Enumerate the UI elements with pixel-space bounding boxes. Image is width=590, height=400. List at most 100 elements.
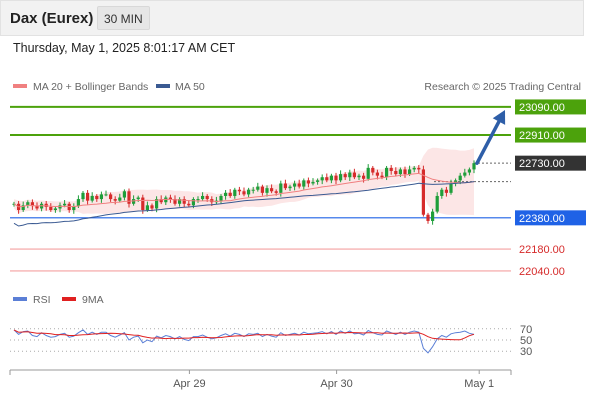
resistance-2-price-label: 23090.00 [519, 102, 565, 114]
forecast-arrow-head [492, 110, 506, 125]
resistance-2-price-tag [515, 99, 586, 115]
ma50-legend-swatch [156, 84, 170, 88]
candle [251, 189, 255, 191]
candle [311, 181, 315, 184]
x-axis-label-0: Apr 29 [173, 378, 205, 390]
candle [306, 180, 310, 184]
candle [435, 195, 439, 212]
candle [385, 167, 389, 178]
candle [389, 167, 393, 171]
candle [145, 205, 149, 211]
candle [168, 197, 172, 200]
candle [81, 192, 85, 200]
candle [132, 199, 136, 204]
candle [412, 167, 416, 170]
candle [431, 211, 435, 221]
candle [196, 199, 200, 201]
candle [260, 186, 264, 193]
ma50-legend-label: MA 50 [175, 81, 205, 93]
candle [348, 172, 352, 178]
candle [463, 172, 467, 176]
candle [283, 183, 287, 189]
candle [417, 167, 421, 170]
rsi-ma-line [13, 329, 475, 341]
candle [288, 186, 292, 189]
candle [178, 199, 182, 204]
rsi-tick-50: 50 [520, 335, 532, 347]
current-price-price-tag [515, 155, 586, 171]
candle [343, 174, 347, 178]
candle [472, 163, 476, 170]
ma20-line [13, 172, 475, 208]
candle [403, 169, 407, 175]
candle [237, 189, 241, 192]
rsi-legend-swatch [13, 297, 27, 301]
candle [30, 202, 34, 207]
candle [352, 172, 356, 178]
candle [408, 169, 412, 175]
candle [104, 194, 108, 196]
candle [449, 183, 453, 193]
candle [118, 197, 122, 201]
candle [109, 194, 113, 200]
candle [63, 203, 67, 206]
support-1-price-label: 22180.00 [519, 244, 565, 256]
candle [362, 175, 366, 179]
candle [256, 186, 260, 190]
candle [366, 167, 370, 179]
candle [242, 191, 246, 195]
resistance-1-price-label: 22910.00 [519, 130, 565, 142]
candle [357, 175, 361, 178]
candle [182, 199, 186, 204]
candle [440, 189, 444, 196]
candle [279, 183, 283, 193]
candle [95, 195, 99, 200]
candle [224, 192, 228, 196]
rsi-tick-30: 30 [520, 346, 532, 358]
candle [371, 167, 375, 173]
candle [113, 199, 117, 201]
pivot-price-label: 22380.00 [519, 213, 565, 225]
candle [201, 195, 205, 200]
candle [274, 191, 278, 193]
resistance-1-price-tag [515, 127, 586, 143]
candle [136, 197, 140, 200]
candle [219, 195, 223, 201]
candle [141, 197, 145, 211]
timeframe-badge[interactable]: 30 MIN [97, 6, 150, 30]
x-axis-label-2: May 1 [464, 378, 494, 390]
candle [99, 194, 103, 200]
candle [58, 205, 62, 209]
candle [458, 175, 462, 181]
candle [122, 191, 126, 198]
pivot-price-tag [515, 210, 586, 226]
candle [35, 206, 39, 209]
candle [265, 188, 269, 193]
rsi-ma-legend-swatch [62, 297, 76, 301]
forecast-arrow [475, 116, 503, 165]
candle [228, 192, 232, 196]
rsi-legend-label: RSI [33, 294, 51, 306]
candle [320, 177, 324, 181]
candle [302, 180, 306, 187]
candle [467, 169, 471, 173]
candle [270, 188, 274, 192]
x-axis-label-1: Apr 30 [320, 378, 352, 390]
candle [173, 199, 177, 204]
candle [444, 189, 448, 193]
candle [375, 172, 379, 176]
rsi-ma-legend-label: 9MA [82, 294, 104, 306]
chart-title: Dax (Eurex) [10, 10, 94, 27]
candle [191, 199, 195, 206]
candle [316, 180, 320, 182]
candle [86, 192, 90, 201]
candle [398, 169, 402, 175]
candle [49, 206, 53, 211]
candle [76, 199, 80, 207]
candle [293, 183, 297, 187]
candle [21, 205, 25, 211]
candle [334, 175, 338, 181]
candle [150, 205, 154, 209]
